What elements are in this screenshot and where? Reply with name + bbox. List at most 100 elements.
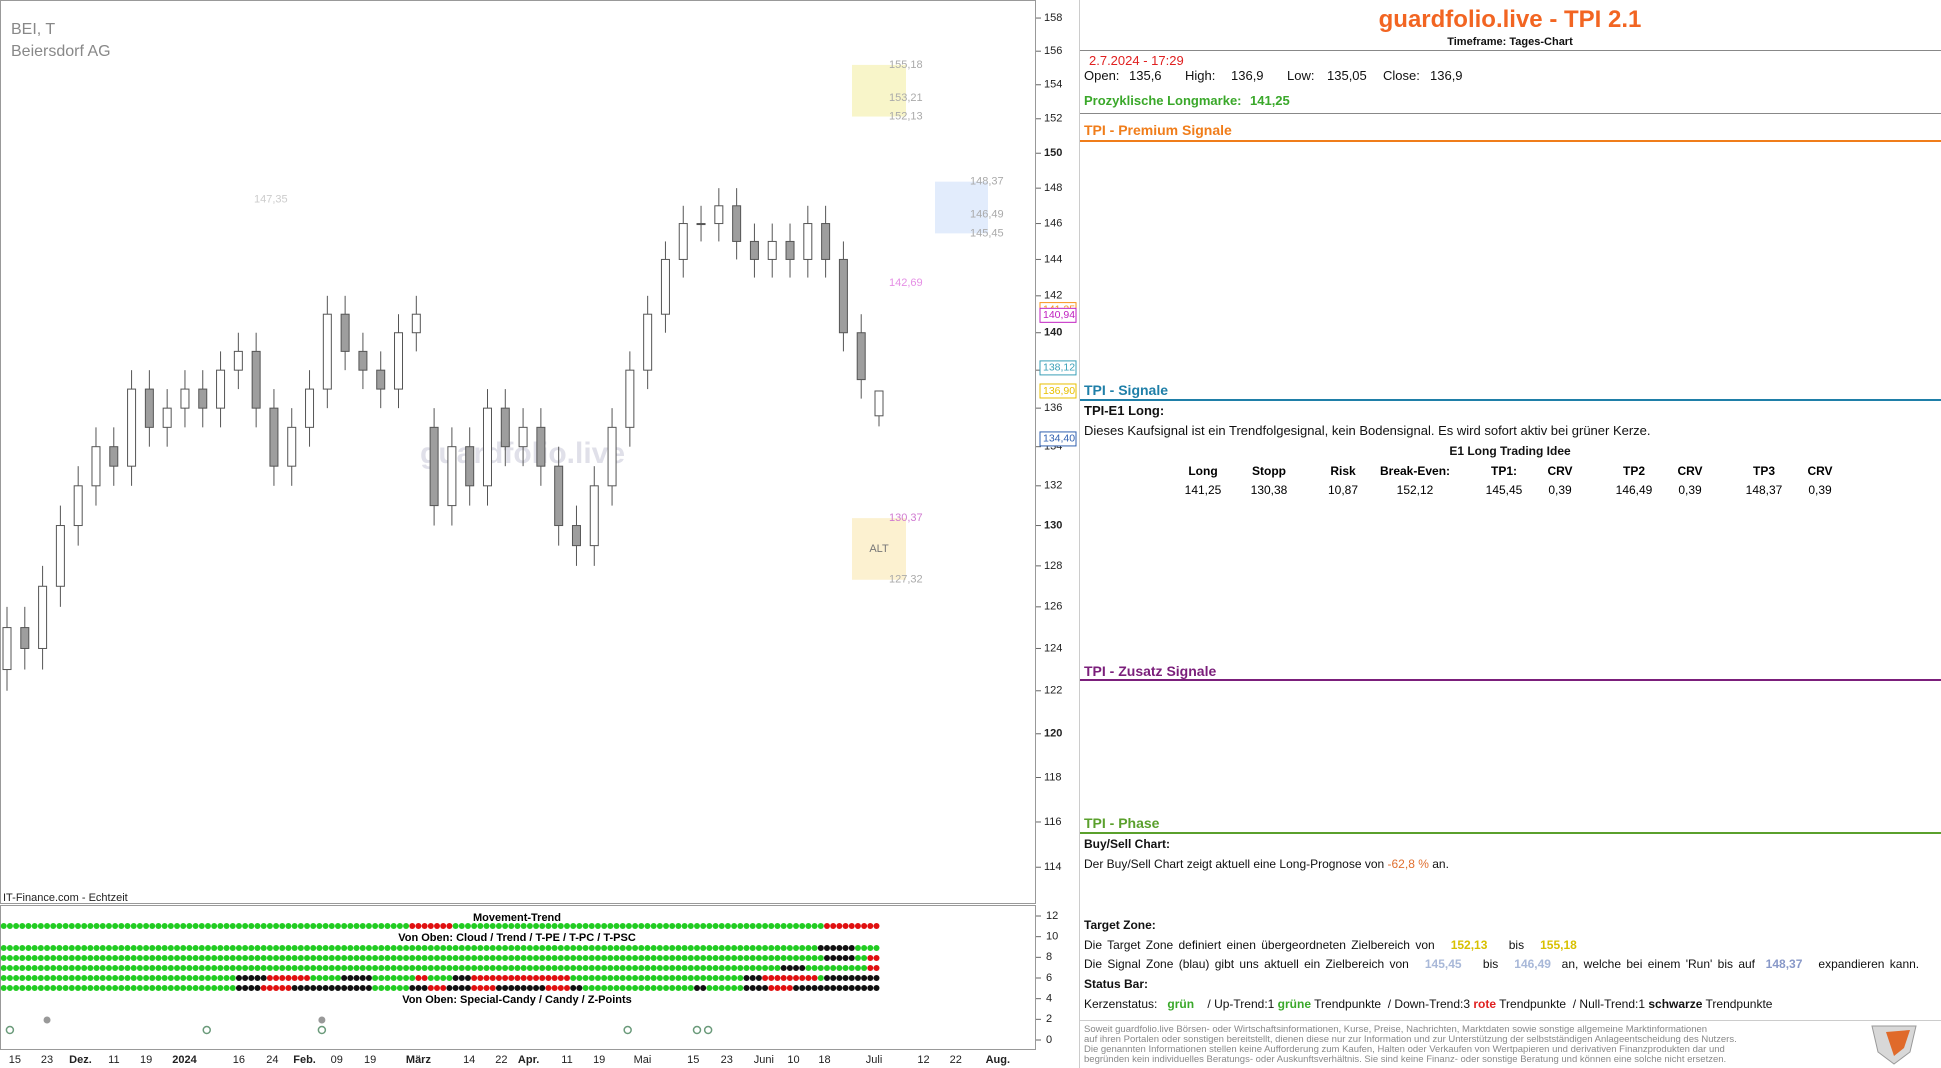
trend-dot: [582, 955, 589, 961]
x-tick-label: 19: [364, 1054, 376, 1066]
target-title: Target Zone:: [1084, 918, 1156, 932]
trend-dot: [409, 945, 416, 951]
trend-dot: [786, 923, 793, 929]
trend-dot: [873, 965, 880, 971]
table-header: CRV: [1547, 464, 1573, 478]
trend-dot: [25, 955, 32, 961]
trend-dot: [644, 985, 651, 991]
trend-dot: [514, 945, 521, 951]
trend-dot: [44, 923, 51, 929]
trend-dot: [576, 965, 583, 971]
value: 152,13: [1450, 938, 1488, 952]
trend-dot: [539, 975, 546, 981]
trend-dot: [396, 965, 403, 971]
x-tick-label: Juli: [866, 1054, 883, 1066]
trend-dot: [31, 975, 38, 981]
trend-dot: [811, 985, 818, 991]
trend-dot: [774, 975, 781, 981]
trend-dot: [663, 965, 670, 971]
trend-dot: [508, 955, 515, 961]
trend-dot: [223, 945, 230, 951]
trend-dot: [737, 965, 744, 971]
trend-dot: [198, 965, 205, 971]
candle-body: [144, 388, 154, 428]
trend-dot: [539, 965, 546, 971]
trend-dot: [353, 945, 360, 951]
candle-body: [874, 390, 884, 417]
trend-dot: [514, 985, 521, 991]
trend-dot: [576, 975, 583, 981]
trend-dot: [650, 955, 657, 961]
trend-dot: [793, 975, 800, 981]
trend-dot: [254, 923, 261, 929]
trend-dot: [607, 985, 614, 991]
trend-dot: [471, 945, 478, 951]
trend-dot: [217, 923, 224, 929]
trend-dot: [347, 955, 354, 961]
trend-dot: [731, 955, 738, 961]
longmark-label: Prozyklische Longmarke:: [1084, 93, 1242, 108]
price-tag-label: 138,12: [1043, 362, 1075, 374]
trend-dot: [446, 955, 453, 961]
trend-dot: [675, 923, 682, 929]
trend-dot: [786, 985, 793, 991]
trend-dot: [693, 955, 700, 961]
candle-body: [803, 223, 813, 260]
level-label: 145,45: [970, 227, 1004, 239]
candle-body: [660, 258, 670, 315]
candle-body: [500, 407, 510, 448]
signalzone-text: Die Signal Zone (blau) gibt uns aktuell …: [1084, 956, 1919, 972]
trend-dot: [260, 923, 267, 929]
trend-dot: [316, 945, 323, 951]
candle-body: [589, 485, 599, 547]
trend-dot: [334, 955, 341, 961]
trend-dot: [613, 965, 620, 971]
trend-dot: [124, 985, 131, 991]
trend-dot: [341, 965, 348, 971]
trend-dot: [204, 975, 211, 981]
section-title: TPI - Signale: [1084, 382, 1169, 398]
trend-dot: [693, 923, 700, 929]
trend-dot: [471, 985, 478, 991]
trend-dot: [774, 965, 781, 971]
trend-dot: [545, 955, 552, 961]
trend-dot: [180, 975, 187, 981]
trend-dot: [823, 965, 830, 971]
table-cell: 152,12: [1396, 483, 1434, 497]
trend-dot: [873, 975, 880, 981]
x-tick-label: Aug.: [986, 1054, 1010, 1066]
y-tick-label: 128: [1044, 560, 1062, 572]
trend-dot: [99, 955, 106, 961]
trend-dot: [192, 975, 199, 981]
trend-dot: [285, 955, 292, 961]
trend-dot: [167, 975, 174, 981]
trend-dot: [254, 985, 261, 991]
trend-dot: [613, 975, 620, 981]
trend-dot: [328, 923, 335, 929]
trend-dot: [712, 985, 719, 991]
x-tick-label: 22: [950, 1054, 962, 1066]
trend-dot: [235, 955, 242, 961]
trend-dot: [706, 945, 713, 951]
trend-dot: [291, 985, 298, 991]
trend-dot: [700, 945, 707, 951]
x-tick-label: Dez.: [69, 1054, 92, 1066]
trend-dot: [223, 985, 230, 991]
signal-title: TPI-E1 Long:: [1084, 403, 1165, 418]
trend-dot: [594, 975, 601, 981]
trend-dot: [37, 923, 44, 929]
trend-dot: [539, 985, 546, 991]
trend-dot: [446, 985, 453, 991]
trend-dot: [625, 985, 632, 991]
trend-dot: [502, 975, 509, 981]
y-tick-label: 152: [1044, 113, 1062, 125]
candle-body: [447, 446, 457, 507]
trend-dot: [687, 965, 694, 971]
trend-dot: [687, 985, 694, 991]
trend-dot: [570, 923, 577, 929]
table-header: TP1:: [1490, 464, 1518, 478]
trend-dot: [341, 985, 348, 991]
trend-dot: [669, 985, 676, 991]
trend-dot: [508, 965, 515, 971]
table-header: Risk: [1330, 464, 1356, 478]
